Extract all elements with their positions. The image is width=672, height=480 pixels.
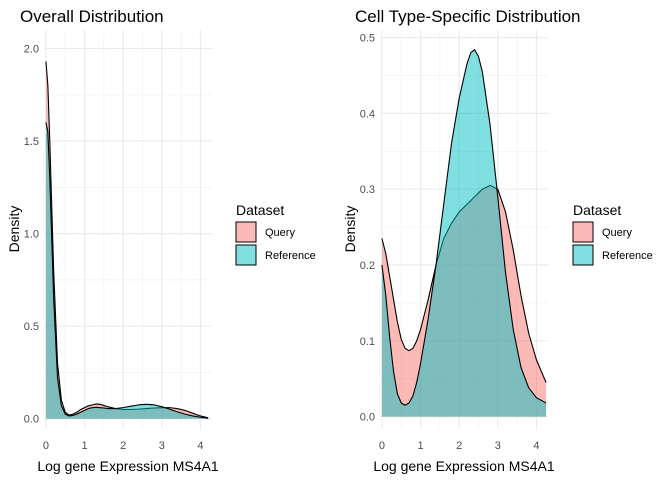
density-line-reference bbox=[381, 49, 547, 406]
y-tick-label: 1.5 bbox=[24, 136, 39, 148]
y-tick-label: 1.0 bbox=[24, 229, 39, 241]
legend-label-query: Query bbox=[265, 227, 295, 239]
y-tick-label: 2.0 bbox=[24, 44, 39, 56]
x-tick-label: 1 bbox=[417, 440, 423, 452]
legend-label-reference: Reference bbox=[602, 250, 653, 262]
y-tick-label: 0.5 bbox=[360, 33, 375, 45]
legend-key-query bbox=[572, 221, 594, 243]
chart-panel-2: 0 1 2 3 4 0.0 0.1 0.2 0.3 0.4 0.5 Cell Type-Specifi… bbox=[342, 7, 653, 474]
legend-key-reference bbox=[235, 244, 257, 266]
y-axis-title: Density bbox=[342, 206, 358, 253]
chart-title: Cell Type-Specific Distribution bbox=[355, 7, 581, 26]
legend-key-query bbox=[235, 221, 257, 243]
y-tick-label: 0.0 bbox=[360, 412, 375, 424]
density-line-reference bbox=[45, 122, 209, 419]
density-area-query bbox=[45, 61, 209, 419]
y-axis-title: Density bbox=[6, 206, 22, 253]
density-area-reference bbox=[381, 49, 547, 417]
y-tick-label: 0.5 bbox=[24, 321, 39, 333]
legend-key-reference bbox=[572, 244, 594, 266]
y-tick-label: 0.4 bbox=[360, 108, 375, 120]
legend-title: Dataset bbox=[236, 202, 284, 218]
density-line-query bbox=[45, 61, 209, 419]
legend-label-reference: Reference bbox=[265, 250, 316, 262]
x-tick-label: 2 bbox=[456, 440, 462, 452]
x-tick-label: 0 bbox=[379, 440, 385, 452]
y-tick-label: 0.2 bbox=[360, 260, 375, 272]
density-area-reference bbox=[45, 122, 209, 419]
y-tick-label: 0.0 bbox=[24, 414, 39, 426]
y-tick-label: 0.3 bbox=[360, 184, 375, 196]
x-axis-title: Log gene Expression MS4A1 bbox=[373, 458, 555, 474]
x-tick-label: 3 bbox=[495, 440, 501, 452]
x-axis-title: Log gene Expression MS4A1 bbox=[37, 458, 219, 474]
chart-panel-1: 0 1 2 3 4 0.0 0.5 1.0 1.5 2.0 Overall Distribution… bbox=[6, 7, 316, 474]
legend: Dataset Query Reference bbox=[235, 202, 316, 266]
legend-label-query: Query bbox=[602, 227, 632, 239]
x-tick-label: 1 bbox=[81, 440, 87, 452]
x-tick-label: 2 bbox=[120, 440, 126, 452]
x-tick-label: 3 bbox=[159, 440, 165, 452]
x-tick-label: 4 bbox=[197, 440, 203, 452]
legend: Dataset Query Reference bbox=[572, 202, 653, 266]
legend-title: Dataset bbox=[573, 202, 621, 218]
y-tick-label: 0.1 bbox=[360, 336, 375, 348]
x-tick-label: 0 bbox=[43, 440, 49, 452]
chart-title: Overall Distribution bbox=[20, 7, 164, 26]
x-tick-label: 4 bbox=[533, 440, 539, 452]
